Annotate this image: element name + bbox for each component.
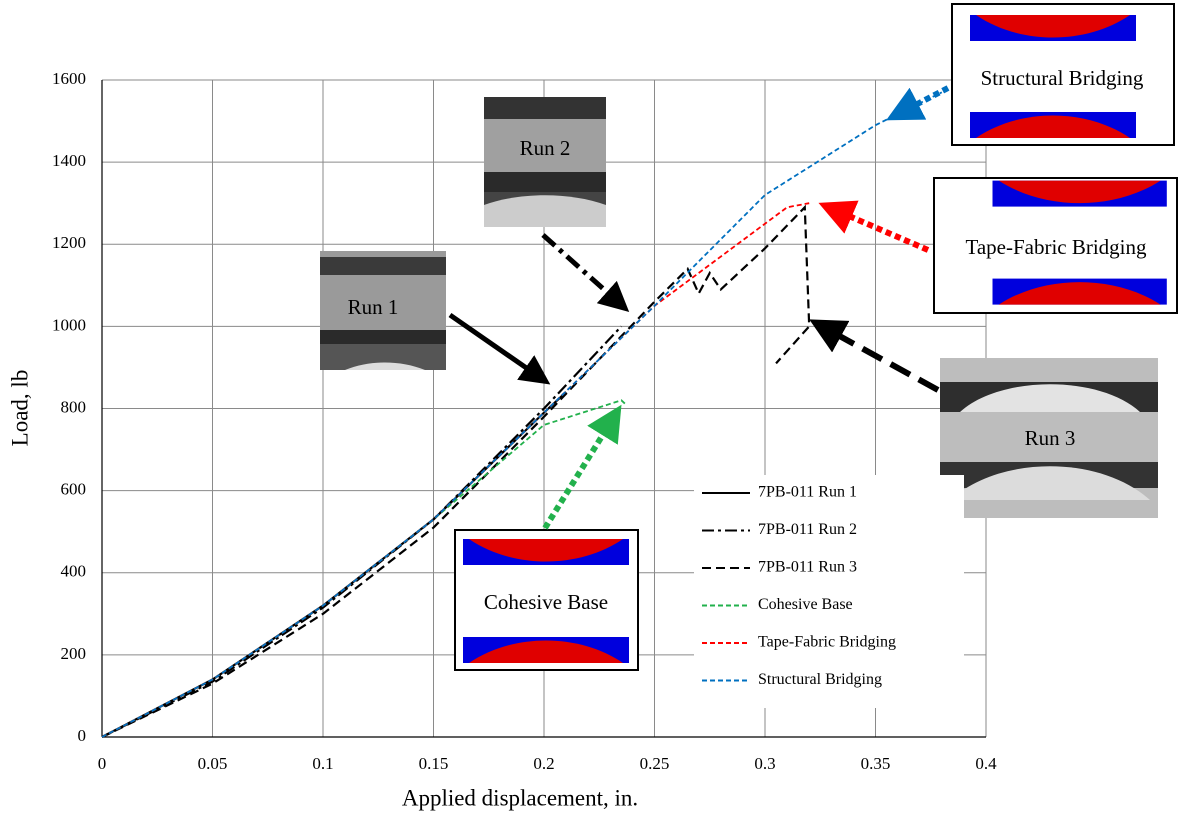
y-axis-label: Load, lb [7,370,32,447]
annotation: Tape-Fabric Bridging [965,235,1147,259]
lines [101,91,943,738]
y-tick-label: 1600 [52,69,86,88]
legend-label: 7PB-011 Run 3 [758,559,857,576]
legend-label: 7PB-011 Run 2 [758,521,857,538]
x-tick-label: 0.3 [754,754,775,773]
y-tick-label: 1000 [52,315,86,334]
arrow [542,404,622,530]
x-tick-label: 0.2 [533,754,554,773]
run1-photo: Run 1 [320,251,446,370]
legend-label: Cohesive Base [758,596,853,613]
legend-label: Structural Bridging [758,671,882,688]
x-tick-label: 0.35 [861,754,891,773]
run3-photo: Run 3 [940,358,1158,518]
series-line [101,325,623,738]
arrow [448,312,551,385]
y-tick-label: 0 [78,726,87,745]
arrow [886,85,950,121]
legend-label: 7PB-011 Run 1 [758,484,857,501]
legend: 7PB-011 Run 1 7PB-011 Run 2 7PB-011 Run 3 C… [694,475,964,708]
y-tick-label: 1400 [52,151,86,170]
y-tick-label: 200 [61,644,87,663]
legend-label: Tape-Fabric Bridging [758,634,896,651]
structural-box: Structural Bridging [951,3,1175,146]
cohesive-box: Cohesive Base [454,529,639,671]
x-tick-label: 0.15 [419,754,449,773]
tape-fabric-box: Tape-Fabric Bridging [933,177,1178,314]
annotation: Run 2 [520,136,571,160]
x-tick-label: 0.05 [198,754,228,773]
arrow [541,233,630,312]
annotation: Run 1 [348,295,399,319]
y-tick-label: 600 [61,480,87,499]
legend-box [694,475,964,708]
annotation: Cohesive Base [484,590,608,614]
annotation: Run 3 [1025,426,1076,450]
arrow [818,200,930,253]
x-tick-label: 0.25 [640,754,670,773]
x-axis-label: Applied displacement, in. [402,785,638,810]
x-tick-label: 0.4 [975,754,997,773]
y-tick-label: 1200 [52,233,86,252]
annotation: Structural Bridging [981,66,1144,90]
y-tick-label: 400 [61,562,87,581]
run2-photo: Run 2 [484,97,606,227]
series-line [101,91,943,738]
x-tick-label: 0.1 [312,754,333,773]
x-tick-label: 0 [98,754,107,773]
arrow [809,319,940,393]
y-tick-label: 800 [61,397,87,416]
